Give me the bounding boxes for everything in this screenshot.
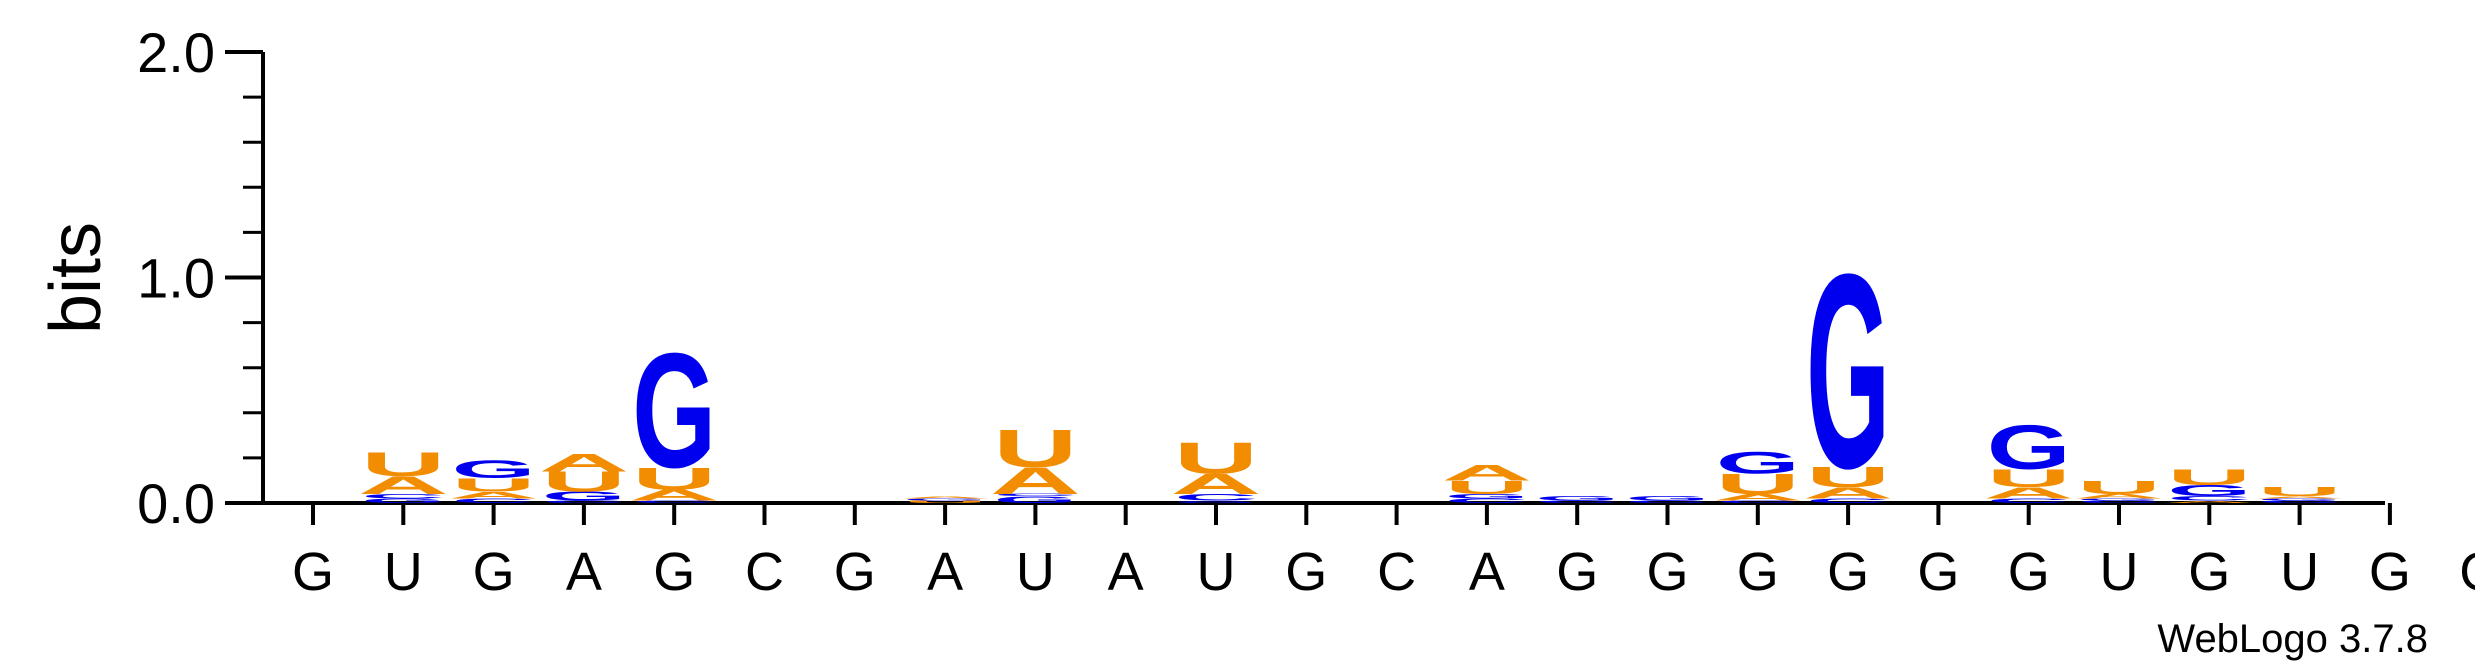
- y-axis-label: bits: [36, 222, 116, 334]
- position-label: G: [1917, 542, 1959, 602]
- logo-glyph-a: A: [1171, 469, 1262, 501]
- logo-glyph-c: C: [632, 500, 716, 503]
- position-label: U: [1197, 542, 1236, 602]
- logo-glyph-c: C: [1716, 500, 1800, 503]
- logo-glyph-g: G: [2077, 498, 2161, 502]
- logo-glyph-g: G: [632, 319, 716, 502]
- y-tick-label: 2.0: [137, 21, 215, 84]
- logo-glyph-u: U: [903, 500, 987, 503]
- position-label: C: [1377, 542, 1416, 602]
- logo-glyph-a: A: [358, 472, 449, 500]
- position-label: G: [1827, 542, 1869, 602]
- logo-glyph-u: U: [2077, 477, 2161, 498]
- position-label: U: [2280, 542, 2319, 602]
- logo-glyph-g: G: [452, 455, 536, 483]
- logo-glyph-g: G: [361, 497, 445, 504]
- logo-glyph-u: U: [1806, 461, 1890, 493]
- logo-glyph-c: C: [542, 500, 626, 503]
- y-tick-label: 0.0: [137, 472, 215, 535]
- logo-glyph-a: A: [448, 490, 539, 501]
- position-label: A: [927, 542, 963, 602]
- logo-glyph-c: C: [452, 497, 536, 504]
- position-label: G: [2008, 542, 2050, 602]
- position-label: G: [1556, 542, 1598, 602]
- logo-glyph-c: C: [993, 493, 1077, 496]
- logo-glyph-g: G: [1174, 500, 1258, 504]
- logo-glyph-g: G: [2167, 482, 2251, 500]
- position-label: C: [745, 542, 784, 602]
- position-label: U: [1016, 542, 1055, 602]
- logo-glyph-c: C: [2258, 500, 2342, 503]
- logo-glyph-a: A: [1712, 492, 1803, 503]
- logo-glyph-u: U: [1445, 477, 1529, 498]
- position-label: A: [1108, 542, 1144, 602]
- logo-glyph-c: C: [1625, 500, 1709, 503]
- logo-glyph-u: U: [993, 419, 1077, 479]
- logo-glyph-g: G: [993, 495, 1077, 505]
- logo-glyph-g: G: [1716, 445, 1800, 480]
- logo-glyph-u: U: [1987, 464, 2071, 492]
- logo-glyph-c: C: [1806, 497, 1890, 504]
- logo-glyph-u: U: [1174, 434, 1258, 484]
- position-label: G: [2188, 542, 2230, 602]
- position-label: G: [292, 542, 334, 602]
- logo-glyph-g: G: [1987, 412, 2071, 483]
- logo-glyph-g: G: [1626, 495, 1710, 502]
- weblogo-credit: WebLogo 3.7.8: [2157, 617, 2428, 661]
- logo-glyph-g: G: [903, 498, 987, 502]
- position-label: G: [1285, 542, 1327, 602]
- logo-glyph-a: A: [629, 487, 720, 505]
- logo-glyph-u: U: [542, 466, 626, 498]
- logo-glyph-u: U: [1716, 468, 1800, 500]
- y-tick-label: 1.0: [137, 247, 215, 310]
- position-label: U: [2100, 542, 2139, 602]
- logo-glyph-g: G: [1445, 493, 1529, 500]
- position-label: U: [384, 542, 423, 602]
- position-label: A: [566, 542, 602, 602]
- logo-glyph-a: A: [1441, 461, 1532, 486]
- logo-glyph-g: G: [1535, 495, 1619, 502]
- logo-glyph-a: A: [2074, 493, 2165, 500]
- logo-glyph-c: C: [1987, 497, 2071, 504]
- logo-glyph-c: C: [1535, 500, 1619, 503]
- logo-glyph-g: G: [542, 489, 626, 503]
- logo-glyph-a: A: [1803, 484, 1894, 502]
- logo-glyph-g: G: [1806, 217, 1890, 527]
- position-label: G: [473, 542, 515, 602]
- logo-glyph-u: U: [361, 445, 445, 484]
- logo-glyph-c: C: [2167, 495, 2251, 502]
- position-label: G: [2369, 542, 2411, 602]
- logo-glyph-u: U: [2258, 485, 2342, 499]
- logo-glyph-c: C: [2077, 500, 2161, 503]
- logo-glyph-c: C: [1174, 492, 1258, 503]
- logo-glyph-g: G: [2258, 498, 2342, 502]
- position-label: G: [653, 542, 695, 602]
- logo-glyph-a: A: [1983, 484, 2074, 502]
- logo-glyph-u: U: [2167, 465, 2251, 490]
- position-label: G: [1737, 542, 1779, 602]
- position-label: G: [2459, 542, 2475, 602]
- logo-glyph-c: C: [361, 493, 445, 500]
- logo-glyph-u: U: [632, 461, 716, 496]
- logo-glyph-c: C: [1445, 497, 1529, 504]
- position-label: A: [1469, 542, 1505, 602]
- position-label: G: [1646, 542, 1688, 602]
- y-axis-ticks: 0.0 1.0 2.0: [137, 21, 263, 535]
- logo-glyph-u: U: [452, 475, 536, 496]
- logo-glyph-a: A: [538, 449, 629, 477]
- logo-glyph-a: A: [900, 496, 991, 500]
- logo-glyph-a: A: [2254, 496, 2345, 500]
- position-label: G: [834, 542, 876, 602]
- logo-glyph-a: A: [990, 460, 1081, 502]
- logo-glyph-a: A: [2164, 500, 2255, 504]
